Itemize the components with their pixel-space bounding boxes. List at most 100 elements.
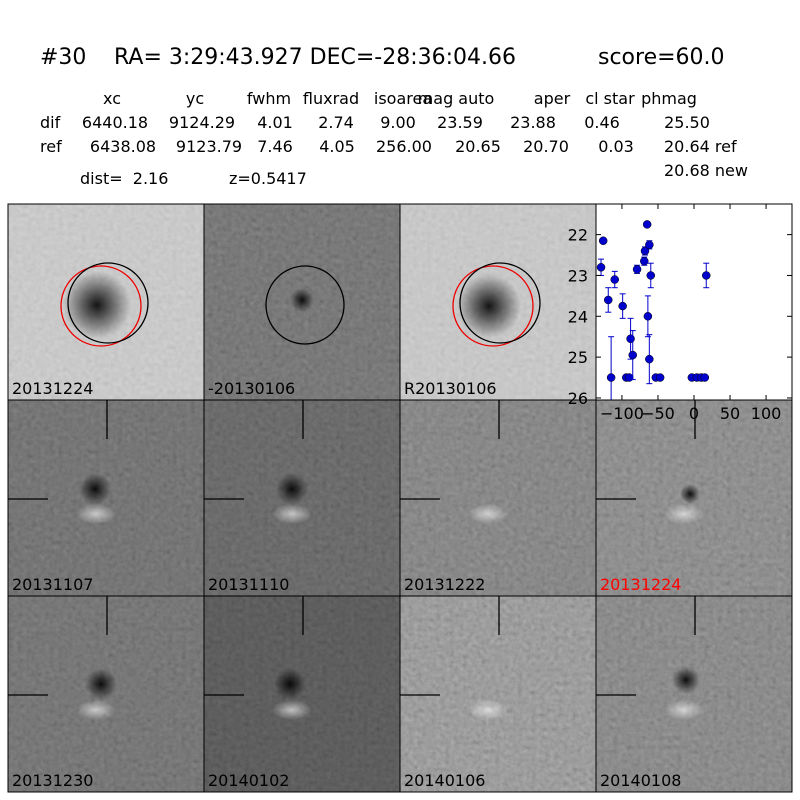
stamp-label: 20131230: [12, 771, 93, 790]
table-cell: 23.88: [510, 113, 556, 132]
point: [624, 373, 634, 382]
stamp-halo: [664, 700, 704, 720]
table-cell: 20.70: [523, 137, 569, 156]
table-cell: 20.64 ref: [664, 137, 737, 156]
x-tick-label: −50: [641, 404, 675, 423]
stamp-noise: [596, 596, 792, 792]
stamp-noise: [400, 596, 596, 792]
point: [604, 295, 613, 305]
table-cell: 9123.79: [176, 137, 242, 156]
point: [628, 350, 637, 360]
table-cell: 0.03: [598, 137, 634, 156]
y-tick-label: 24: [568, 307, 588, 326]
aperture: [67, 262, 149, 344]
stamp-label: -20130106: [208, 379, 295, 398]
table-cell: 0.46: [584, 113, 620, 132]
point: [645, 240, 654, 250]
plot-background: [596, 204, 792, 400]
aperture: [452, 265, 534, 347]
stamp-label: 20131224: [600, 575, 681, 594]
stamp-label: 20131222: [404, 575, 485, 594]
column-header: mag auto: [418, 89, 495, 108]
source: [290, 288, 314, 312]
table-cell: 9.00: [380, 113, 416, 132]
stamp-halo: [468, 700, 508, 720]
source: [672, 666, 700, 694]
table-cell: 7.46: [257, 137, 293, 156]
row-label: dif: [40, 113, 61, 132]
source: [276, 473, 308, 505]
table-cell: 25.50: [664, 113, 710, 132]
aperture: [459, 262, 541, 344]
point: [645, 354, 654, 364]
source: [680, 484, 700, 504]
stamp-halo: [664, 504, 704, 524]
plot-frame: [595, 203, 793, 401]
point: [618, 301, 627, 311]
points: [596, 220, 711, 400]
column-header: isoarea: [374, 89, 432, 108]
score: score=60.0: [598, 45, 725, 70]
column-header: aper: [534, 89, 571, 108]
point: [626, 334, 635, 343]
x-tick-label: −100: [600, 404, 644, 423]
source: [79, 473, 111, 505]
stamp-halo: [468, 504, 508, 524]
column-header: phmag: [641, 89, 697, 108]
table-cell: 23.59: [437, 113, 483, 132]
table-cell: 256.00: [376, 137, 432, 156]
point: [606, 373, 616, 382]
column-header: fluxrad: [303, 89, 359, 108]
column-header: cl star: [585, 89, 635, 108]
x-tick-label: 50: [720, 404, 740, 423]
point: [700, 373, 710, 382]
table-cell: 6438.08: [90, 137, 156, 156]
stamp-label: R20130106: [404, 379, 497, 398]
point: [596, 263, 606, 272]
x-tick-label: 0: [689, 404, 699, 423]
table-cell: 9124.29: [169, 113, 235, 132]
point: [632, 265, 642, 274]
candidate-id: #30: [40, 45, 86, 70]
phmag-new: 20.68 new: [664, 161, 748, 180]
stamp-noise: [400, 400, 596, 596]
stamp-halo: [272, 504, 312, 524]
table-cell: 6440.18: [82, 113, 148, 132]
aperture: [60, 265, 142, 347]
point: [610, 275, 619, 284]
distance: dist= 2.16: [80, 169, 168, 188]
stamp-label: 20131110: [208, 575, 289, 594]
column-header: xc: [103, 89, 121, 108]
table-cell: 4.05: [319, 137, 355, 156]
point: [655, 373, 665, 382]
y-tick-label: 26: [568, 389, 588, 408]
stamp-frame: [595, 595, 793, 793]
table-cell: 20.65: [455, 137, 501, 156]
point: [643, 312, 653, 321]
stamp-label: 20131224: [12, 379, 93, 398]
aperture: [265, 265, 345, 345]
point: [702, 271, 711, 280]
column-header: fwhm: [247, 89, 291, 108]
stamp-halo: [272, 700, 312, 720]
point: [646, 271, 656, 280]
y-tick-label: 23: [568, 266, 588, 285]
row-label: ref: [40, 137, 62, 156]
stamp-label: 20140102: [208, 771, 289, 790]
stamp-halo: [76, 700, 116, 720]
stamp-label: 20140106: [404, 771, 485, 790]
source: [63, 271, 131, 339]
source: [85, 668, 117, 700]
redshift: z=0.5417: [229, 169, 307, 188]
stamp-label: 20140108: [600, 771, 681, 790]
stamp-label: 20131107: [12, 575, 93, 594]
coordinates: RA= 3:29:43.927 DEC=-28:36:04.66: [114, 45, 516, 70]
x-tick-label: 100: [751, 404, 782, 423]
column-header: yc: [186, 89, 204, 108]
source: [457, 274, 521, 338]
point: [642, 220, 652, 229]
y-tick-label: 22: [568, 226, 588, 245]
table-cell: 4.01: [257, 113, 293, 132]
table-cell: 2.74: [318, 113, 354, 132]
